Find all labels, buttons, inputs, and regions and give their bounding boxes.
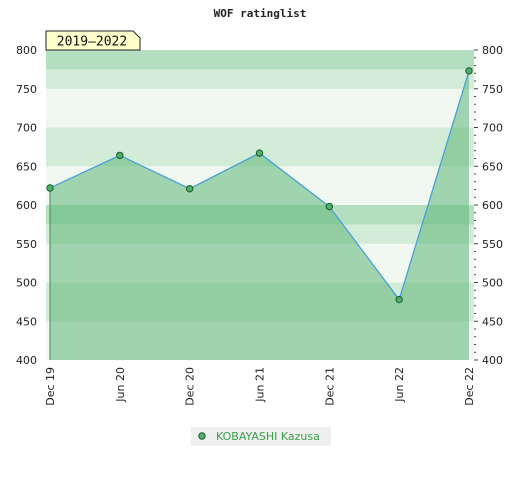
data-point xyxy=(116,151,124,160)
y-tick-label-right: 450 xyxy=(482,315,503,328)
grid-band xyxy=(46,69,474,90)
x-tick-label: Jun 21 xyxy=(254,367,267,403)
data-point xyxy=(465,67,473,75)
marker-layer xyxy=(46,67,473,304)
data-point xyxy=(325,202,334,211)
badge-background xyxy=(45,30,141,51)
y-tick-label-right: 700 xyxy=(482,122,503,135)
y-tick-label-left: 500 xyxy=(16,277,37,290)
grid-band xyxy=(46,88,474,109)
x-tick-label: Dec 22 xyxy=(463,367,476,406)
legend-series-name: KOBAYASHI Kazusa xyxy=(216,430,320,443)
badge-label: 2019–2022 xyxy=(57,35,127,50)
y-tick-label-left: 800 xyxy=(16,44,37,57)
y-tick-label-right: 600 xyxy=(482,199,503,212)
y-tick-label-left: 400 xyxy=(16,354,37,367)
grid-band xyxy=(46,50,474,70)
chart-title: WOF ratinglist xyxy=(214,7,307,20)
data-point xyxy=(395,295,403,304)
grid-band xyxy=(46,127,474,148)
data-point xyxy=(185,185,194,193)
y-tick-label-left: 700 xyxy=(16,122,37,135)
y-tick-label-right: 400 xyxy=(482,354,503,367)
y-tick-label-left: 750 xyxy=(16,83,37,96)
y-tick-label-left: 650 xyxy=(16,160,37,173)
legend-marker-icon xyxy=(198,432,206,440)
area-layer xyxy=(50,70,469,361)
grid-band xyxy=(46,108,474,128)
axes-layer: 400 400 450 450 500 500 550 550 600 600 650 650 700 7… xyxy=(16,44,503,406)
y-tick-label-right: 750 xyxy=(482,83,503,96)
year-range-badge: 2019–2022 xyxy=(45,30,141,51)
legend-background xyxy=(191,427,331,446)
x-tick-label: Dec 20 xyxy=(184,367,197,406)
data-point xyxy=(46,184,54,192)
y-tick-label-right: 800 xyxy=(482,44,503,57)
x-tick-label: Jun 20 xyxy=(114,367,127,403)
data-point xyxy=(255,149,264,157)
y-tick-label-left: 550 xyxy=(16,238,37,251)
y-tick-label-right: 500 xyxy=(482,277,503,290)
y-tick-label-left: 450 xyxy=(16,315,37,328)
legend: KOBAYASHI Kazusa xyxy=(191,427,331,446)
y-tick-label-left: 600 xyxy=(16,199,37,212)
series-area xyxy=(50,70,469,361)
y-tick-label-right: 550 xyxy=(482,238,503,251)
x-tick-label: Jun 22 xyxy=(393,367,406,403)
y-tick-label-right: 650 xyxy=(482,160,503,173)
x-tick-label: Dec 21 xyxy=(323,367,336,406)
x-tick-label: Dec 19 xyxy=(44,367,57,406)
